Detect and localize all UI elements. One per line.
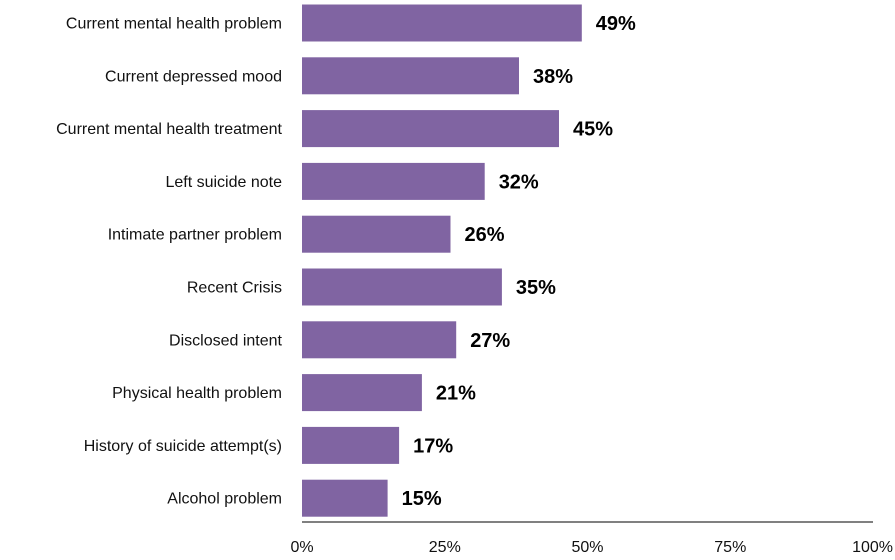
category-label: Current depressed mood [105, 68, 282, 85]
x-tick-label: 100% [852, 539, 893, 556]
bar [302, 321, 457, 359]
x-tick-label: 25% [429, 539, 461, 556]
x-tick-label: 75% [714, 539, 746, 556]
bar [302, 110, 559, 148]
category-label: Intimate partner problem [108, 227, 282, 244]
bar [302, 479, 388, 517]
data-label: 21% [436, 383, 476, 405]
category-labels-group: Current mental health problem Current dep… [56, 16, 282, 508]
category-label: History of suicide attempt(s) [84, 438, 282, 455]
bar [302, 4, 582, 42]
category-label: Recent Crisis [187, 280, 282, 297]
data-label: 45% [573, 119, 613, 141]
bar [302, 57, 519, 95]
data-label: 26% [465, 224, 505, 246]
category-label: Disclosed intent [169, 332, 283, 349]
data-label: 27% [470, 330, 510, 352]
category-label: Alcohol problem [167, 491, 282, 508]
x-ticks-group: 0% 25% 50% 75% 100% [290, 539, 893, 556]
bar [302, 374, 422, 412]
data-label: 49% [596, 13, 636, 35]
bar [302, 426, 400, 464]
data-label: 38% [533, 66, 573, 88]
data-label: 35% [516, 277, 556, 299]
data-label: 17% [413, 435, 453, 457]
category-label: Current mental health problem [66, 16, 282, 33]
data-label: 15% [402, 488, 442, 510]
x-tick-label: 50% [571, 539, 603, 556]
x-tick-label: 0% [290, 539, 313, 556]
bars-group [302, 4, 582, 517]
category-label: Left suicide note [165, 174, 282, 191]
category-label: Current mental health treatment [56, 121, 282, 138]
bar [302, 162, 485, 200]
category-label: Physical health problem [112, 385, 282, 402]
value-labels-group: 49% 38% 45% 32% 26% 35% 27% 21% 17% 15% [402, 13, 636, 510]
bar [302, 268, 502, 306]
data-label: 32% [499, 171, 539, 193]
bar [302, 215, 451, 253]
